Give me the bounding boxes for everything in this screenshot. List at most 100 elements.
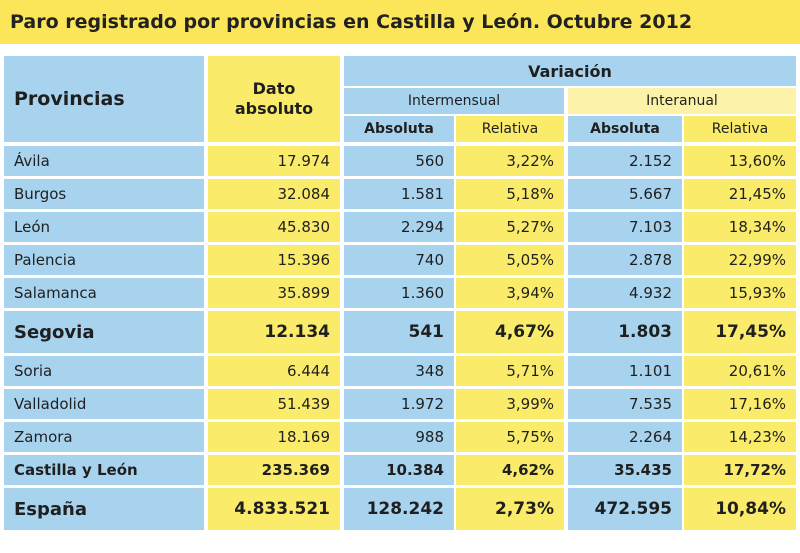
cell-value: 17,16% [728,395,786,413]
cell-ia-abs: 2.264 [568,422,682,452]
cell-value: 45.830 [277,218,331,236]
cell-value: 3,99% [506,395,554,413]
cell-provincia: Salamanca [4,278,204,308]
cell-value: 5,75% [506,428,554,446]
cell-value: 18.169 [277,428,331,446]
cell-provincia: Segovia [4,311,204,353]
cell-im-rel: 2,73% [456,488,564,530]
cell-value: 12.134 [264,322,330,342]
cell-dato: 32.084 [208,179,340,209]
cell-value: 15.396 [277,251,331,269]
cell-im-abs: 541 [344,311,454,353]
cell-value: 472.595 [594,499,672,519]
cell-provincia: León [4,212,204,242]
cell-value: 22,99% [728,251,786,269]
cell-ia-abs: 7.103 [568,212,682,242]
cell-ia-abs: 2.152 [568,146,682,176]
cell-value: Segovia [14,321,95,343]
cell-ia-abs: 35.435 [568,455,682,485]
cell-value: 348 [415,362,444,380]
cell-value: 4,62% [501,461,554,479]
header-interanual-label: Interanual [646,93,718,109]
cell-value: 740 [415,251,444,269]
cell-value: 6.444 [287,362,330,380]
cell-value: 17.974 [277,152,331,170]
cell-value: 5.667 [629,185,672,203]
cell-provincia: Soria [4,356,204,386]
cell-ia-rel: 21,45% [684,179,796,209]
cell-value: 32.084 [277,185,331,203]
cell-value: 7.535 [629,395,672,413]
cell-value: Castilla y León [14,461,138,479]
cell-value: 1.803 [618,322,672,342]
table-title: Paro registrado por provincias en Castil… [0,0,800,44]
cell-value: Burgos [14,185,67,203]
cell-value: 3,22% [506,152,554,170]
cell-im-rel: 3,22% [456,146,564,176]
cell-value: 2,73% [495,499,554,519]
cell-value: Ávila [14,152,50,170]
cell-ia-rel: 20,61% [684,356,796,386]
cell-im-abs: 1.972 [344,389,454,419]
cell-value: 5,27% [506,218,554,236]
cell-provincia: Zamora [4,422,204,452]
header-variacion: Variación [344,56,796,86]
cell-im-abs: 2.294 [344,212,454,242]
cell-im-abs: 10.384 [344,455,454,485]
cell-value: 5,71% [506,362,554,380]
cell-value: 20,61% [728,362,786,380]
cell-dato: 51.439 [208,389,340,419]
cell-value: 35.435 [614,461,672,479]
cell-value: 4.833.521 [234,499,330,519]
cell-value: 2.264 [629,428,672,446]
cell-ia-abs: 7.535 [568,389,682,419]
cell-ia-rel: 17,16% [684,389,796,419]
cell-im-rel: 4,67% [456,311,564,353]
cell-im-abs: 1.360 [344,278,454,308]
cell-ia-rel: 17,45% [684,311,796,353]
cell-value: 13,60% [728,152,786,170]
cell-ia-rel: 22,99% [684,245,796,275]
header-im-relativa-label: Relativa [481,121,539,137]
cell-im-abs: 740 [344,245,454,275]
cell-value: 7.103 [629,218,672,236]
header-im-absoluta-label: Absoluta [364,121,434,137]
cell-value: Palencia [14,251,77,269]
cell-value: 988 [415,428,444,446]
cell-dato: 235.369 [208,455,340,485]
cell-dato: 35.899 [208,278,340,308]
cell-value: 18,34% [728,218,786,236]
cell-im-rel: 5,18% [456,179,564,209]
cell-ia-rel: 14,23% [684,422,796,452]
cell-dato: 4.833.521 [208,488,340,530]
cell-value: 10,84% [715,499,786,519]
cell-value: 5,18% [506,185,554,203]
cell-value: 15,93% [728,284,786,302]
cell-value: Zamora [14,428,73,446]
header-dato-absoluto-label: Dato absoluto [234,79,314,118]
cell-im-rel: 5,27% [456,212,564,242]
cell-provincia: Palencia [4,245,204,275]
cell-value: 1.581 [401,185,444,203]
header-ia-absoluta: Absoluta [568,116,682,142]
header-dato-absoluto: Dato absoluto [208,56,340,142]
cell-ia-abs: 472.595 [568,488,682,530]
cell-im-rel: 5,75% [456,422,564,452]
cell-provincia: Castilla y León [4,455,204,485]
cell-ia-abs: 4.932 [568,278,682,308]
header-interanual: Interanual [568,88,796,114]
cell-value: 10.384 [386,461,444,479]
cell-value: 541 [408,322,445,342]
cell-provincia: Ávila [4,146,204,176]
header-im-absoluta: Absoluta [344,116,454,142]
cell-im-rel: 5,05% [456,245,564,275]
cell-provincia: Burgos [4,179,204,209]
cell-value: 2.878 [629,251,672,269]
cell-value: 17,45% [715,322,786,342]
cell-value: 35.899 [277,284,331,302]
cell-value: 5,05% [506,251,554,269]
cell-value: 2.294 [401,218,444,236]
cell-value: 4.932 [629,284,672,302]
cell-ia-abs: 1.101 [568,356,682,386]
cell-provincia: España [4,488,204,530]
